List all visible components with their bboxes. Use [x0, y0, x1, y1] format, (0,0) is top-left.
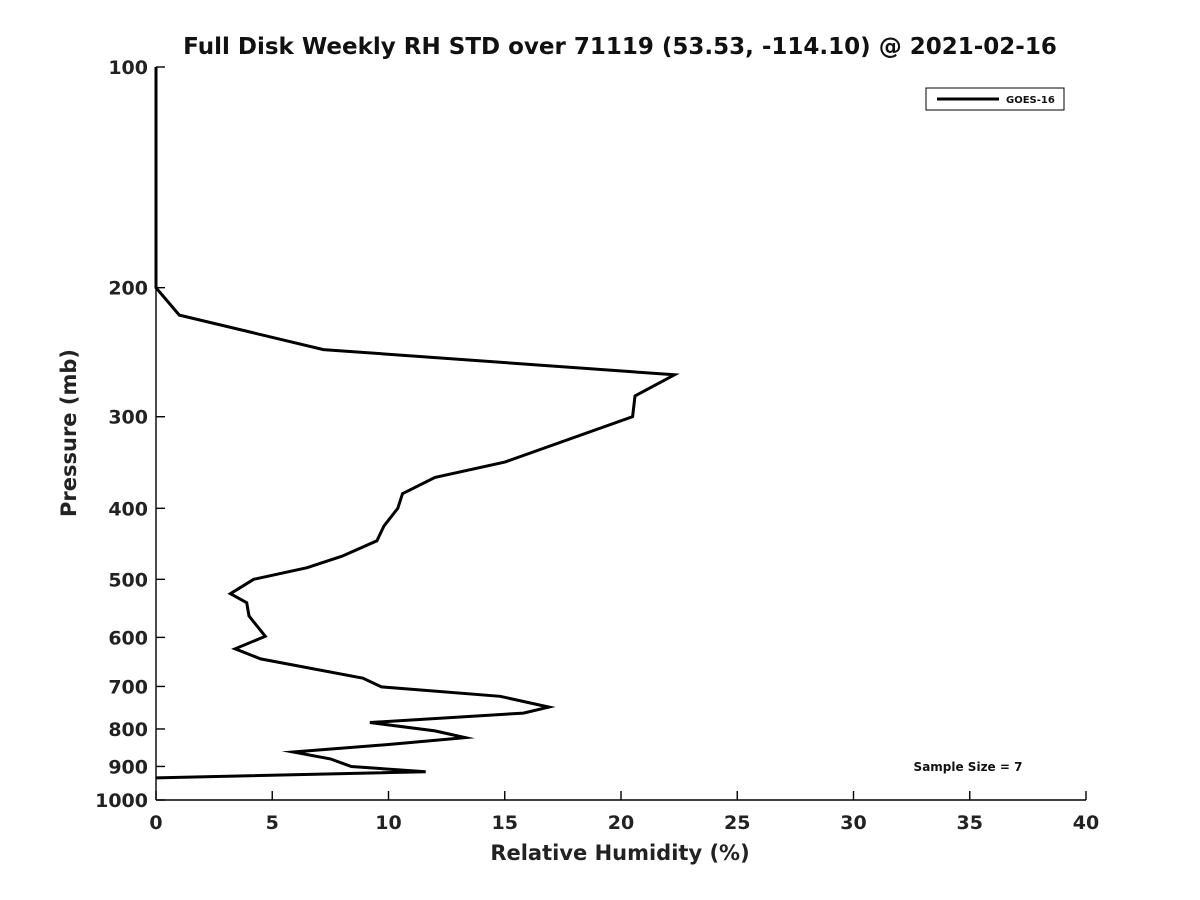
sample-size-annotation: Sample Size = 7 [914, 760, 1023, 774]
y-tick-label: 400 [108, 498, 148, 520]
legend-label: GOES-16 [1006, 95, 1055, 106]
y-tick-label: 200 [108, 278, 148, 300]
x-tick-label: 15 [492, 812, 518, 834]
y-tick-label: 600 [108, 627, 148, 649]
series-line-goes-16 [154, 67, 680, 780]
x-tick-label: 40 [1073, 812, 1099, 834]
y-axis-label: Pressure (mb) [57, 349, 81, 517]
y-tick-label: 1000 [95, 790, 148, 812]
y-tick-label: 800 [108, 719, 148, 741]
y-tick-label: 300 [108, 407, 148, 429]
x-tick-label: 30 [840, 812, 866, 834]
y-tick-label: 700 [108, 676, 148, 698]
y-tick-label: 900 [108, 756, 148, 778]
x-axis-label: Relative Humidity (%) [490, 841, 749, 865]
x-tick-label: 10 [375, 812, 401, 834]
y-tick-label: 500 [108, 569, 148, 591]
x-tick-label: 25 [724, 812, 750, 834]
y-tick-label: 100 [108, 57, 148, 79]
chart-title: Full Disk Weekly RH STD over 71119 (53.5… [183, 34, 1057, 60]
legend: GOES-16 [925, 87, 1065, 111]
x-tick-label: 20 [608, 812, 634, 834]
x-tick-label: 35 [957, 812, 983, 834]
x-tick-label: 5 [266, 812, 279, 834]
x-tick-label: 0 [149, 812, 162, 834]
series-layer [154, 67, 680, 780]
axes: 0 5 10 15 20 25 30 35 40 100 200 300 400 500 600 700 800… [95, 57, 1099, 834]
